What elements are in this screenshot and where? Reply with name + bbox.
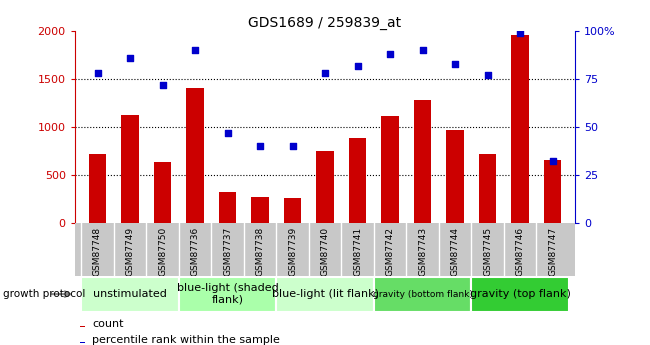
Point [255,143,265,149]
FancyBboxPatch shape [374,277,471,312]
Bar [478,154,497,223]
Text: percentile rank within the sample: percentile rank within the sample [92,335,280,345]
FancyBboxPatch shape [471,277,569,312]
Text: gravity (bottom flank): gravity (bottom flank) [372,289,473,299]
FancyBboxPatch shape [276,277,374,312]
Bar [218,192,237,223]
Bar [186,89,204,223]
Point [547,158,558,164]
Text: GSM87742: GSM87742 [385,227,395,276]
Text: unstimulated: unstimulated [93,289,167,299]
Text: GSM87741: GSM87741 [353,227,362,276]
Text: GSM87746: GSM87746 [515,227,525,276]
Text: GSM87748: GSM87748 [93,227,102,276]
Text: count: count [92,319,124,329]
Point [482,72,493,78]
Point [515,30,525,36]
Text: blue-light (lit flank): blue-light (lit flank) [272,289,378,299]
Point [417,47,428,53]
Point [157,82,168,87]
Bar [543,160,562,223]
Bar [283,198,302,223]
Point [92,70,103,76]
Text: GSM87749: GSM87749 [125,227,135,276]
Text: GSM87738: GSM87738 [255,227,265,276]
Text: gravity (top flank): gravity (top flank) [469,289,571,299]
Point [190,47,200,53]
Bar [316,151,334,223]
Bar [381,116,399,223]
Point [287,143,298,149]
Bar [88,154,107,223]
Bar [153,162,172,223]
Title: GDS1689 / 259839_at: GDS1689 / 259839_at [248,16,402,30]
Bar [80,326,84,327]
Text: GSM87743: GSM87743 [418,227,427,276]
Point [320,70,330,76]
Bar [121,115,139,223]
Point [385,51,395,57]
Text: blue-light (shaded
flank): blue-light (shaded flank) [177,283,278,305]
Text: GSM87744: GSM87744 [450,227,460,276]
Bar [80,342,84,343]
Bar [511,35,529,223]
FancyBboxPatch shape [81,277,179,312]
Text: GSM87736: GSM87736 [190,227,200,276]
Text: GSM87747: GSM87747 [548,227,557,276]
Text: GSM87750: GSM87750 [158,227,167,276]
Point [352,63,363,68]
Text: GSM87739: GSM87739 [288,227,297,276]
FancyBboxPatch shape [179,277,276,312]
Bar [413,100,432,223]
Point [222,130,233,135]
Bar [446,130,464,223]
Text: GSM87737: GSM87737 [223,227,232,276]
Text: growth protocol: growth protocol [3,289,86,299]
Text: GSM87740: GSM87740 [320,227,330,276]
Point [125,55,135,61]
Point [450,61,460,66]
Bar [251,197,269,223]
Bar [348,138,367,223]
Text: GSM87745: GSM87745 [483,227,492,276]
